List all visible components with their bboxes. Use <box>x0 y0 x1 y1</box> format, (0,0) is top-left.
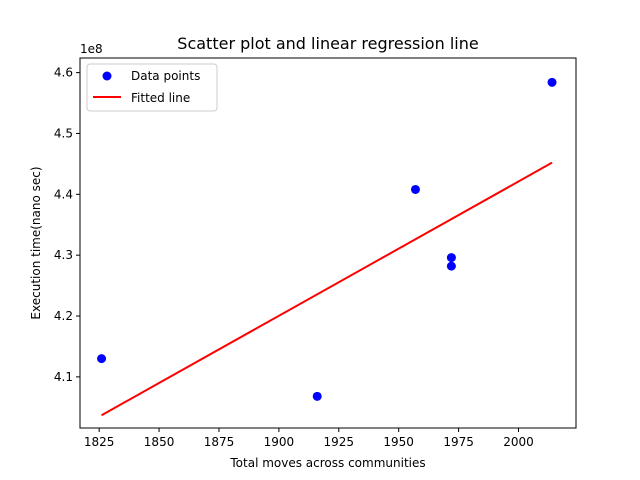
fitted-line <box>101 161 553 417</box>
x-tick-label: 1925 <box>324 435 355 449</box>
x-axis-label: Total moves across communities <box>229 456 425 470</box>
chart-title: Scatter plot and linear regression line <box>177 34 478 53</box>
data-point <box>446 253 456 263</box>
x-tick-label: 1850 <box>144 435 175 449</box>
data-point <box>410 184 420 194</box>
x-tick-label: 1900 <box>264 435 295 449</box>
legend: Data points Fitted line <box>86 63 218 112</box>
x-tick-label: 1950 <box>383 435 414 449</box>
y-axis-ticks: 4.1 4.2 4.3 4.4 4.5 4.6 <box>54 66 80 384</box>
legend-label-data-points: Data points <box>131 69 200 83</box>
plot-area <box>79 57 577 429</box>
legend-marker-data-points <box>102 71 112 81</box>
plot-frame <box>79 57 577 429</box>
y-tick-label: 4.2 <box>54 309 73 323</box>
data-point <box>547 77 557 87</box>
x-tick-label: 2000 <box>503 435 534 449</box>
y-tick-label: 4.3 <box>54 248 73 262</box>
x-axis-ticks: 1825 1850 1875 1900 1925 1950 1975 2000 <box>84 428 534 449</box>
x-tick-label: 1875 <box>204 435 235 449</box>
y-tick-label: 4.5 <box>54 126 73 140</box>
legend-box <box>86 63 218 112</box>
data-point <box>446 261 456 271</box>
x-tick-label: 1975 <box>443 435 474 449</box>
data-point <box>97 354 107 364</box>
y-axis-offset-label: 1e8 <box>80 42 103 56</box>
x-tick-label: 1825 <box>84 435 115 449</box>
y-tick-label: 4.6 <box>54 66 73 80</box>
y-tick-label: 4.1 <box>54 370 73 384</box>
y-axis-label: Execution time(nano sec) <box>29 166 43 319</box>
legend-label-fitted-line: Fitted line <box>131 91 190 105</box>
y-tick-label: 4.4 <box>54 187 73 201</box>
data-point <box>312 391 322 401</box>
